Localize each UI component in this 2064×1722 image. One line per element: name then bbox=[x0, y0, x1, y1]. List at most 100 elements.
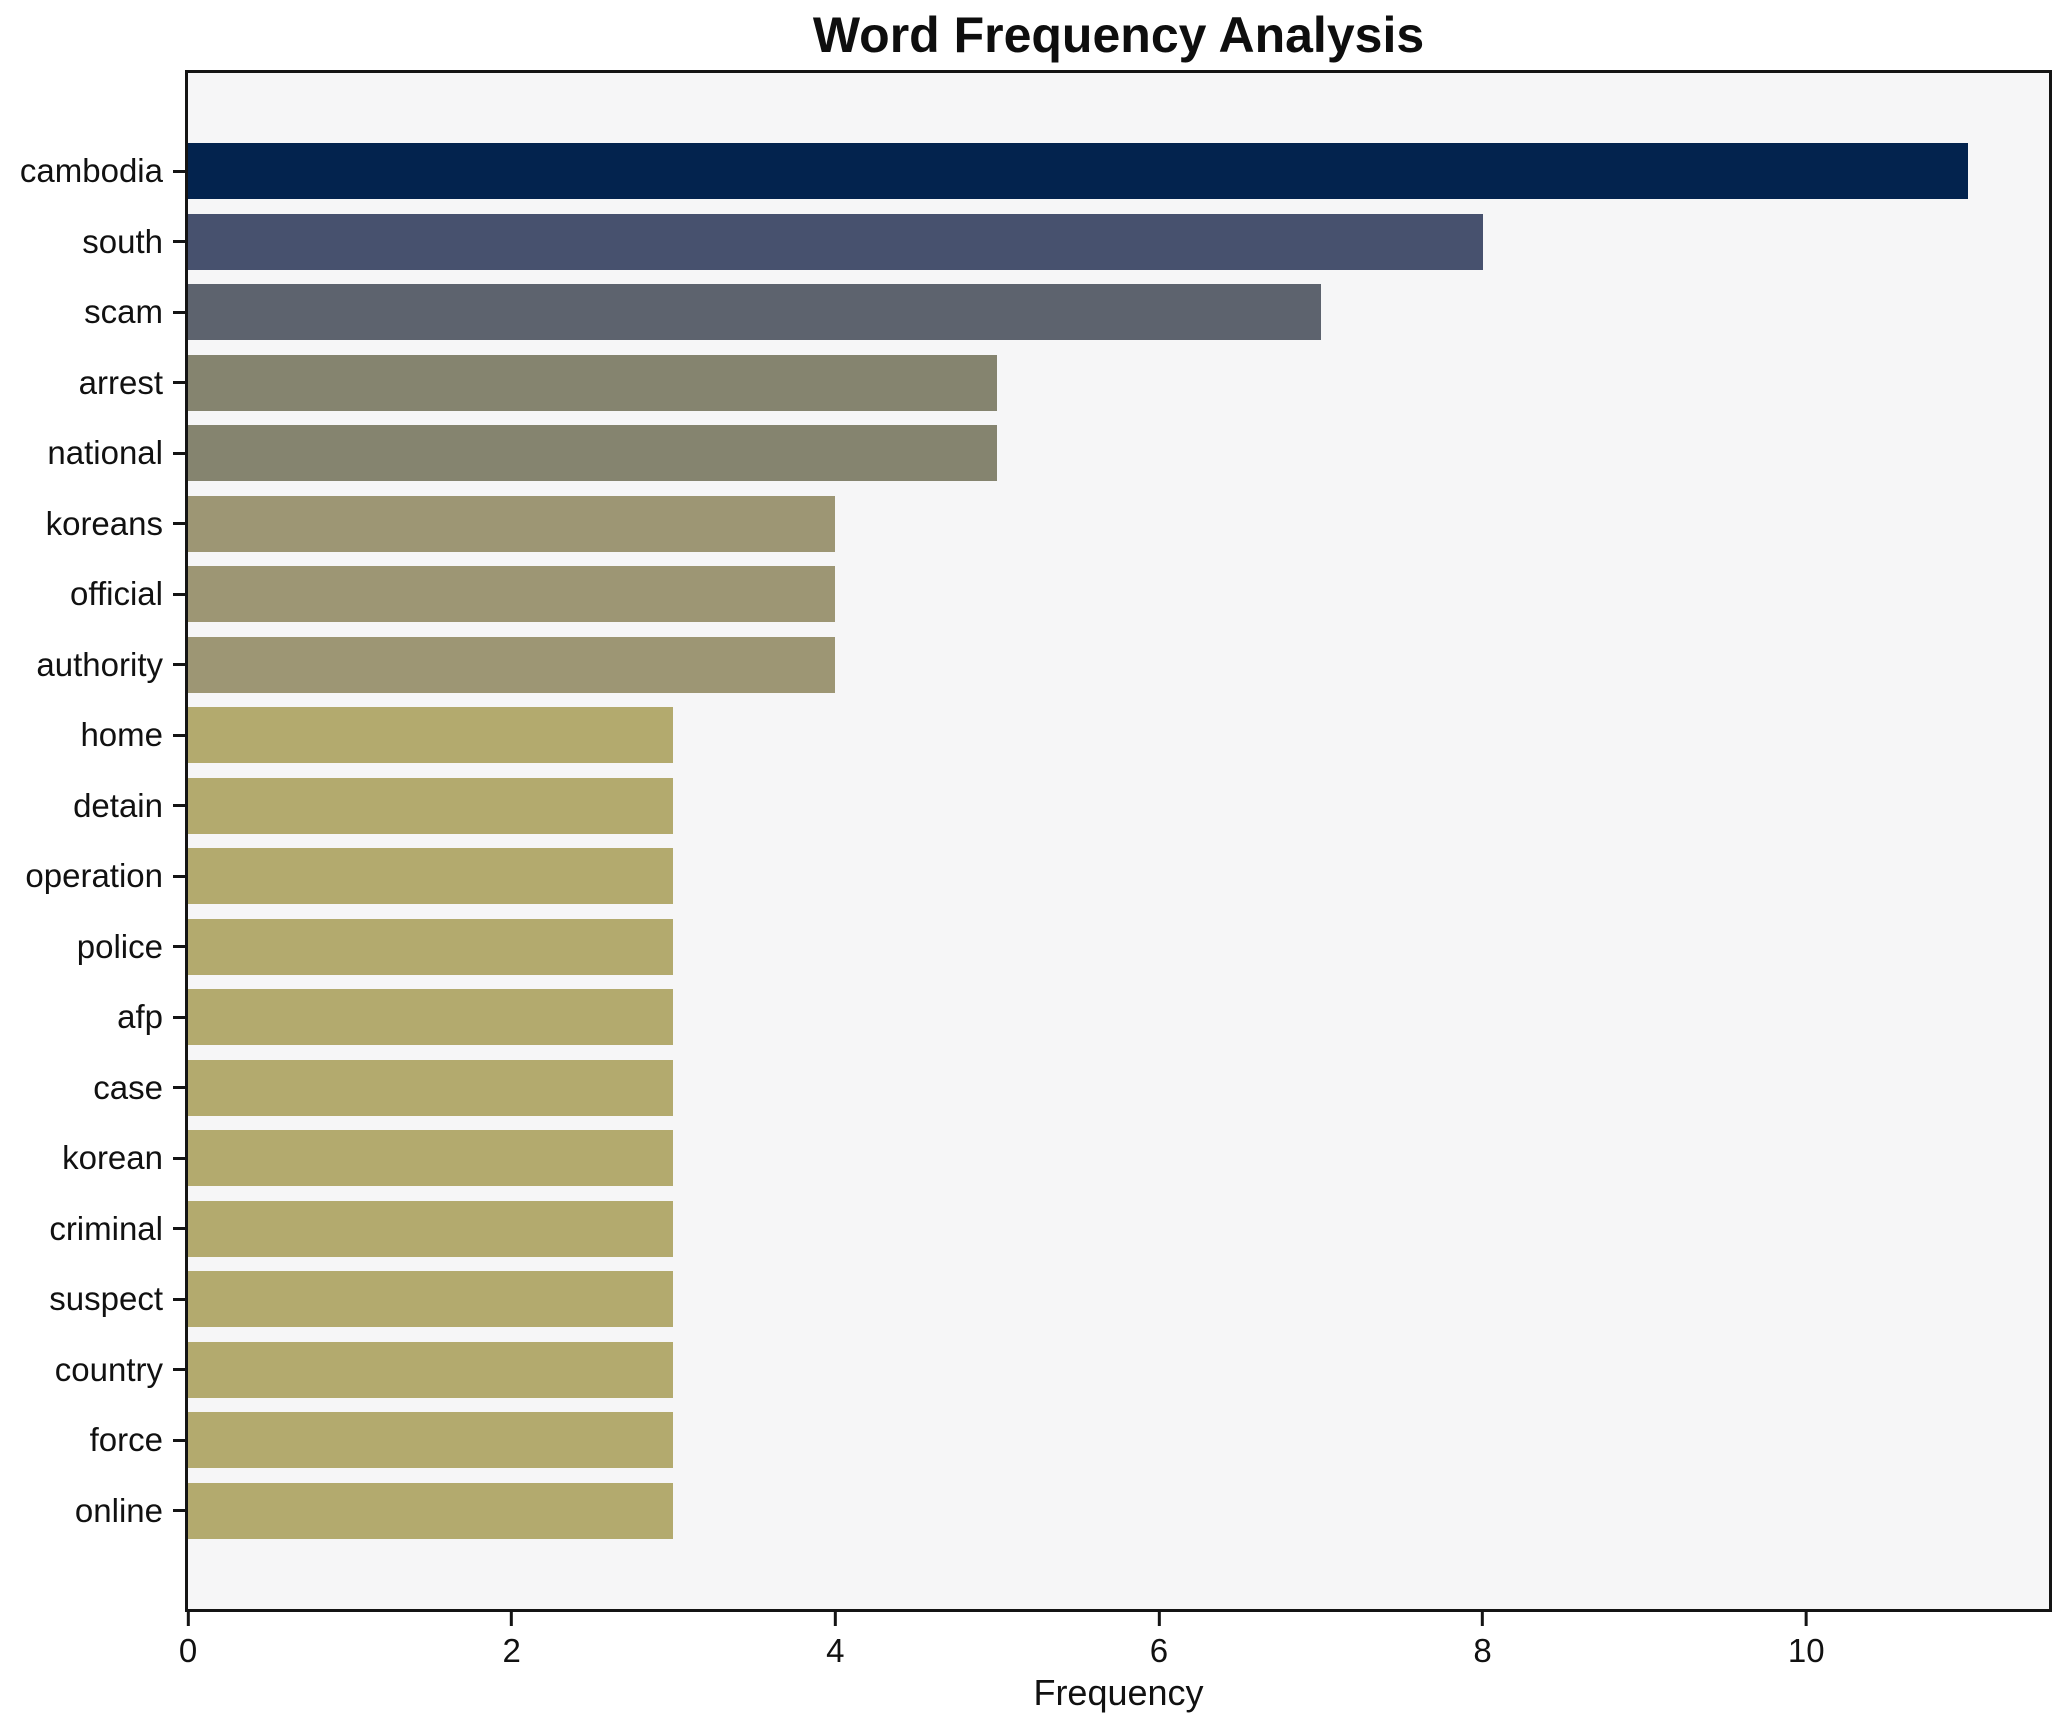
y-row: national bbox=[0, 418, 185, 489]
bar-case bbox=[188, 1059, 674, 1116]
x-tick-0: 0 bbox=[179, 1612, 197, 1670]
x-axis: 0 2 4 6 8 10 bbox=[179, 1612, 2049, 1722]
y-tick-mark bbox=[173, 1509, 185, 1513]
y-tick-label-police: police bbox=[76, 927, 163, 965]
bar-koreans bbox=[188, 495, 836, 552]
y-tick-mark bbox=[173, 522, 185, 526]
bar-row bbox=[188, 1123, 2049, 1194]
y-tick-mark bbox=[173, 1297, 185, 1301]
y-tick-mark bbox=[173, 1227, 185, 1231]
y-row: suspect bbox=[0, 1264, 185, 1335]
bar-row bbox=[188, 1053, 2049, 1124]
y-tick-mark bbox=[173, 874, 185, 878]
y-tick-label-koreans: koreans bbox=[45, 504, 163, 542]
x-tick-6: 6 bbox=[1150, 1612, 1168, 1670]
x-tick-label: 8 bbox=[1473, 1632, 1492, 1669]
x-tick-label: 4 bbox=[826, 1632, 845, 1669]
bar-cambodia bbox=[188, 143, 1969, 200]
y-tick-label-authority: authority bbox=[36, 645, 163, 683]
y-tick-label-home: home bbox=[80, 716, 163, 754]
y-row: operation bbox=[0, 841, 185, 912]
x-tick-mark bbox=[1481, 1612, 1485, 1626]
y-row: online bbox=[0, 1476, 185, 1547]
bar-row bbox=[188, 771, 2049, 842]
bar-row bbox=[188, 630, 2049, 701]
y-row: authority bbox=[0, 630, 185, 701]
y-tick-mark bbox=[173, 381, 185, 385]
y-row: detain bbox=[0, 771, 185, 842]
chart-title: Word Frequency Analysis bbox=[812, 7, 1425, 63]
y-tick-mark bbox=[173, 1015, 185, 1019]
bar-row bbox=[188, 418, 2049, 489]
y-row: koreans bbox=[0, 489, 185, 560]
y-tick-label-korean: korean bbox=[62, 1139, 163, 1177]
bar-row bbox=[188, 1194, 2049, 1265]
y-tick-label-online: online bbox=[74, 1491, 163, 1529]
bar-online bbox=[188, 1482, 674, 1539]
bar-row bbox=[188, 348, 2049, 419]
bar-row bbox=[188, 1476, 2049, 1547]
bar-arrest bbox=[188, 354, 998, 411]
y-row: afp bbox=[0, 982, 185, 1053]
bars-layer bbox=[188, 73, 2049, 1609]
x-tick-label: 6 bbox=[1149, 1632, 1169, 1669]
x-tick-mark bbox=[833, 1612, 837, 1626]
x-tick-label: 10 bbox=[1787, 1632, 1825, 1669]
bar-operation bbox=[188, 848, 674, 905]
x-tick-mark bbox=[510, 1612, 514, 1626]
y-tick-label-country: country bbox=[54, 1350, 163, 1388]
y-tick-label-operation: operation bbox=[25, 857, 163, 895]
bar-row bbox=[188, 982, 2049, 1053]
bar-row bbox=[188, 841, 2049, 912]
x-axis-title: Frequency bbox=[1033, 1672, 1204, 1713]
y-tick-label-scam: scam bbox=[84, 293, 163, 331]
bar-row bbox=[188, 277, 2049, 348]
x-tick-2: 2 bbox=[502, 1612, 521, 1670]
x-tick-mark bbox=[1804, 1612, 1808, 1626]
x-tick-mark bbox=[186, 1612, 190, 1626]
y-row: force bbox=[0, 1405, 185, 1476]
bar-scam bbox=[188, 284, 1321, 341]
y-row: official bbox=[0, 559, 185, 630]
y-row: korean bbox=[0, 1123, 185, 1194]
bar-authority bbox=[188, 636, 836, 693]
bar-row bbox=[188, 1405, 2049, 1476]
bar-suspect bbox=[188, 1271, 674, 1328]
x-tick-4: 4 bbox=[826, 1612, 844, 1670]
bar-row bbox=[188, 207, 2049, 278]
bar-row bbox=[188, 136, 2049, 207]
y-row: south bbox=[0, 207, 185, 278]
y-row: cambodia bbox=[0, 136, 185, 207]
y-tick-label-suspect: suspect bbox=[49, 1280, 163, 1318]
y-tick-mark bbox=[173, 310, 185, 314]
y-row: home bbox=[0, 700, 185, 771]
y-row: criminal bbox=[0, 1194, 185, 1265]
x-tick-label: 0 bbox=[178, 1632, 198, 1669]
bar-row bbox=[188, 912, 2049, 983]
y-tick-label-detain: detain bbox=[73, 786, 163, 824]
bar-row bbox=[188, 700, 2049, 771]
x-tick-label: 2 bbox=[502, 1632, 521, 1669]
y-tick-mark bbox=[173, 1368, 185, 1372]
y-row: scam bbox=[0, 277, 185, 348]
y-tick-mark bbox=[173, 451, 185, 455]
y-tick-label-force: force bbox=[89, 1421, 163, 1459]
x-tick-8: 8 bbox=[1473, 1612, 1492, 1670]
y-tick-mark bbox=[173, 169, 185, 173]
y-tick-label-case: case bbox=[93, 1068, 163, 1106]
y-tick-mark bbox=[173, 240, 185, 244]
y-tick-mark bbox=[173, 804, 185, 808]
plot-area bbox=[185, 70, 2052, 1612]
bar-official bbox=[188, 566, 836, 623]
bar-row bbox=[188, 1335, 2049, 1406]
y-tick-mark bbox=[173, 1156, 185, 1160]
bar-national bbox=[188, 425, 998, 482]
bar-detain bbox=[188, 777, 674, 834]
x-tick-mark bbox=[1157, 1612, 1161, 1626]
y-row: police bbox=[0, 912, 185, 983]
y-row: country bbox=[0, 1335, 185, 1406]
bar-korean bbox=[188, 1130, 674, 1187]
y-tick-mark bbox=[173, 663, 185, 667]
y-axis: cambodia south scam arrest national koreans of… bbox=[0, 73, 185, 1722]
